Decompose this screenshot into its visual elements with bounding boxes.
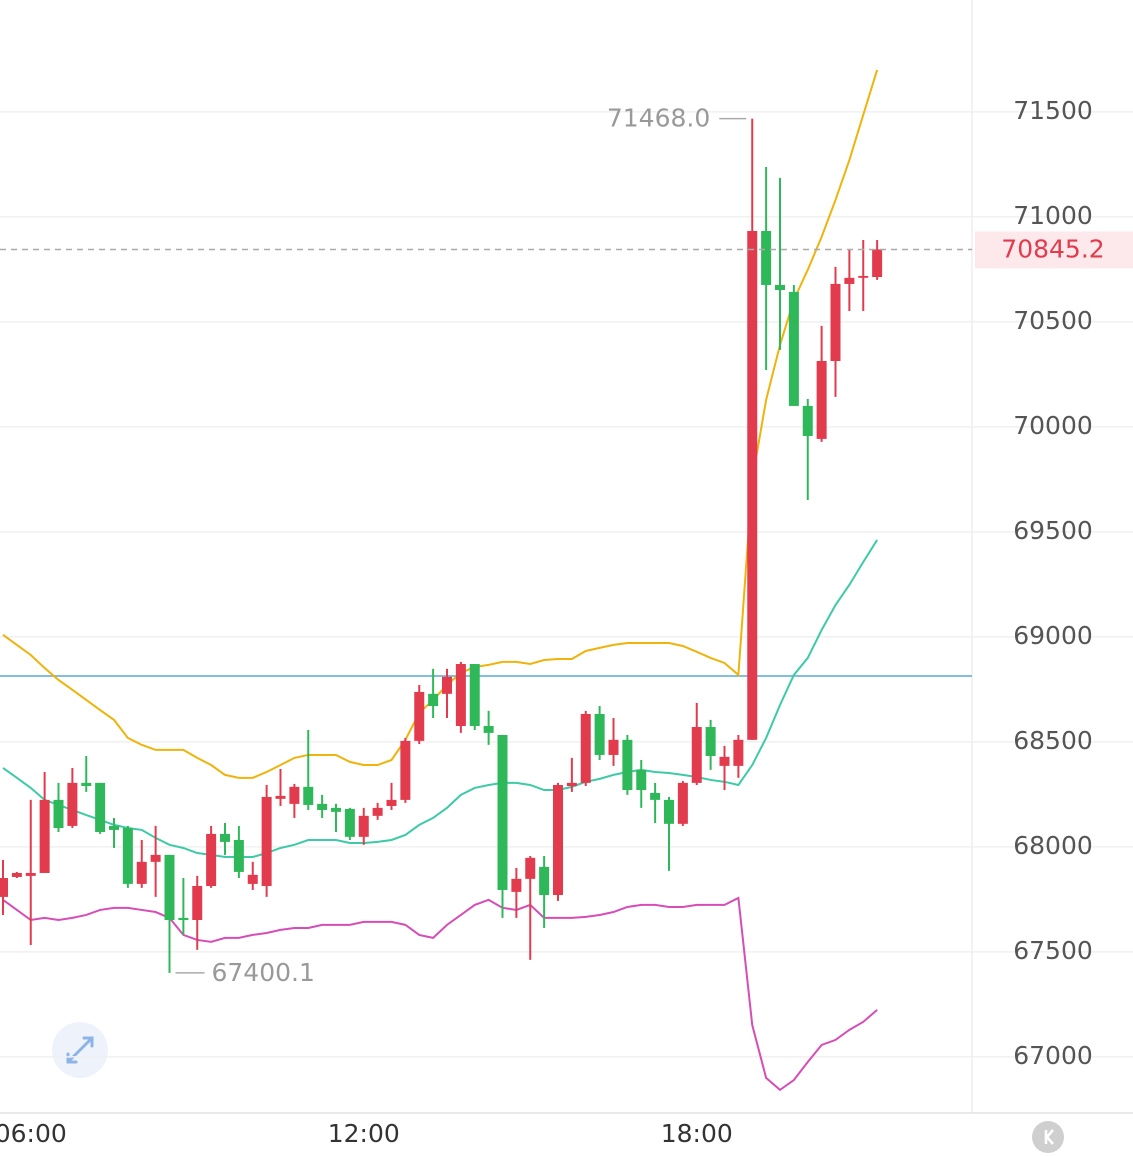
last-price-tag	[975, 231, 1133, 269]
candle-body	[691, 727, 702, 783]
y-tick-label: 71500	[1013, 96, 1093, 125]
candle-body	[553, 784, 563, 896]
y-tick-label: 70000	[1013, 411, 1093, 440]
candle-body	[122, 828, 133, 884]
candle-body	[53, 799, 64, 829]
candle-body	[858, 275, 869, 278]
candle-body	[469, 664, 480, 726]
candle-body	[386, 799, 397, 806]
band-line	[2, 539, 878, 859]
candle-body	[830, 283, 841, 361]
candle-body	[261, 796, 272, 886]
y-tick-label: 70500	[1013, 306, 1093, 335]
candle-body	[872, 249, 883, 277]
candle-body	[497, 735, 508, 890]
candle-body	[802, 405, 813, 436]
candle-body	[275, 795, 286, 799]
candle-body	[442, 676, 452, 694]
candle-body	[39, 799, 50, 873]
candle-body	[483, 725, 494, 733]
candle-body	[220, 833, 230, 842]
candle-body	[747, 231, 758, 740]
candle-body	[303, 786, 314, 805]
candle-body	[136, 861, 147, 884]
candle-body	[206, 833, 217, 886]
band-line	[2, 69, 879, 779]
candle-body	[677, 782, 688, 824]
x-tick-label: 18:00	[661, 1119, 733, 1148]
candle-body	[636, 769, 647, 791]
y-tick-label: 68000	[1013, 831, 1093, 860]
candle-body	[455, 664, 466, 726]
candle-body	[164, 854, 175, 921]
candle-body	[67, 782, 78, 826]
candle-body	[358, 815, 369, 837]
y-tick-label: 69000	[1013, 621, 1093, 650]
x-tick-label: 06:00	[0, 1119, 67, 1148]
candle-body	[428, 693, 439, 707]
candle-body	[109, 825, 119, 830]
candle-body	[233, 840, 244, 872]
y-tick-label: 67500	[1013, 936, 1093, 965]
candle-body	[566, 782, 577, 787]
candle-body	[539, 866, 550, 896]
y-tick-label: 67000	[1013, 1041, 1093, 1070]
candle-body	[344, 808, 355, 837]
candle-body	[816, 360, 827, 439]
candle-body	[192, 885, 203, 921]
candle-body	[95, 782, 106, 833]
candle-body	[788, 291, 799, 406]
scroll-latest-icon[interactable]	[1044, 1129, 1054, 1145]
min-label: 67400.1	[212, 958, 315, 987]
candle-body	[705, 727, 716, 756]
candle-body	[178, 917, 189, 921]
y-tick-label: 68500	[1013, 726, 1093, 755]
candle-body	[650, 792, 661, 800]
candle-body	[0, 878, 8, 897]
candle-body	[733, 739, 744, 766]
candle-body	[289, 786, 300, 804]
candle-body	[317, 803, 328, 810]
candle-body	[247, 874, 258, 884]
candle-body	[25, 872, 36, 876]
candle-body	[511, 878, 522, 892]
candle-body	[11, 872, 22, 877]
candle-body	[622, 739, 633, 791]
candle-body	[844, 277, 855, 284]
candle-body	[608, 739, 619, 755]
candle-body	[400, 740, 411, 800]
candle-body	[331, 807, 341, 812]
candle-body	[580, 714, 591, 783]
max-label: 71468.0	[607, 104, 710, 133]
candle-body	[719, 756, 730, 766]
y-tick-label: 69500	[1013, 516, 1093, 545]
y-tick-label: 71000	[1013, 201, 1093, 230]
candle-body	[81, 782, 92, 787]
x-tick-label: 12:00	[328, 1119, 400, 1148]
candle-body	[414, 691, 425, 741]
candle-body	[594, 714, 605, 755]
candle-body	[775, 284, 785, 291]
last-price-label: 70845.2	[1001, 234, 1104, 263]
candle-body	[372, 807, 383, 816]
band-line	[2, 896, 878, 1092]
scroll-latest-button[interactable]	[1032, 1121, 1064, 1153]
candle-body	[664, 799, 674, 824]
candle-body	[525, 857, 536, 879]
candle-body	[761, 231, 772, 285]
candle-body	[150, 854, 161, 862]
expand-button[interactable]	[52, 1022, 108, 1078]
